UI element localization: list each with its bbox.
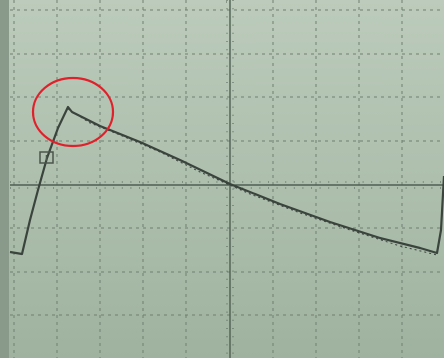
oscilloscope-photo	[0, 0, 444, 358]
page	[0, 0, 444, 358]
bezel	[0, 0, 9, 358]
